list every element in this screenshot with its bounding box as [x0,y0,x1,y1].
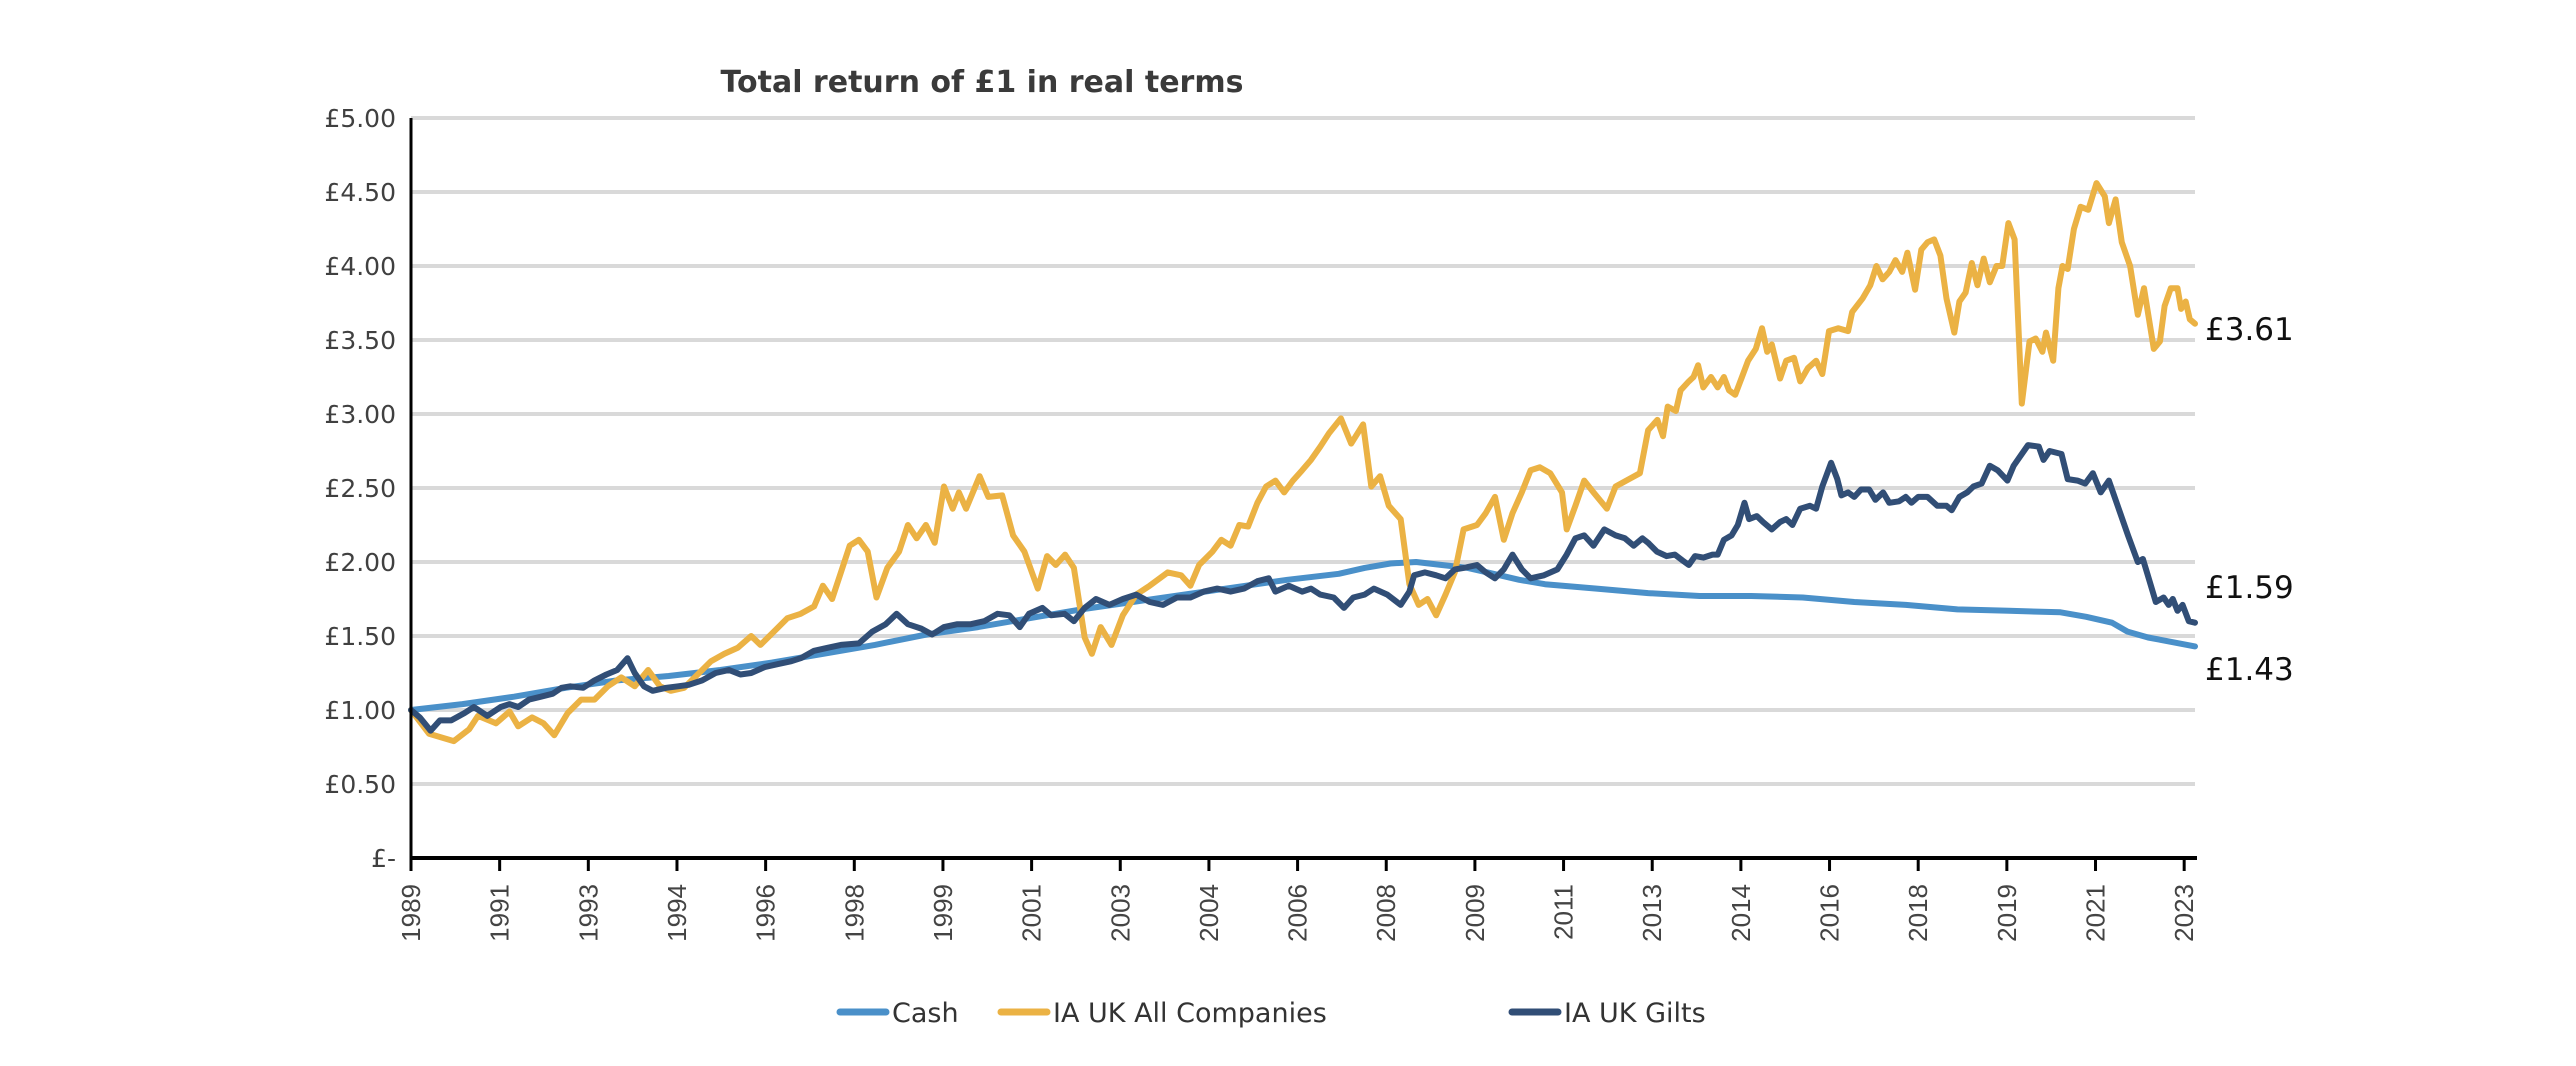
x-tick-label: 2009 [1460,884,1490,942]
end-label-ia-uk-all-companies: £3.61 [2205,312,2294,348]
y-tick-label: £1.50 [324,622,396,651]
chart-title: Total return of £1 in real terms [721,65,1244,100]
x-tick-label: 2006 [1283,884,1313,942]
axes [409,118,2197,871]
x-tick-label: 2019 [1992,884,2022,942]
y-tick-label: £5.00 [324,104,396,133]
series-lines [408,180,2198,745]
y-tick-label: £- [371,844,396,873]
x-tick-label: 2004 [1194,884,1224,942]
legend-label: Cash [892,998,959,1029]
x-tick-label: 2008 [1371,884,1401,942]
y-tick-label: £1.00 [324,696,396,725]
x-tick-label: 1989 [396,884,426,942]
end-label-ia-uk-gilts: £1.59 [2205,570,2294,606]
x-tick-label: 1999 [928,884,958,942]
gridlines [411,116,2195,786]
x-tick-label: 2018 [1903,884,1933,942]
y-tick-label: £3.50 [324,326,396,355]
legend: Cash IA UK All Companies IA UK Gilts [836,998,1706,1029]
x-tick-label: 1996 [751,884,781,942]
x-tick-label: 2014 [1726,884,1756,942]
legend-label: IA UK Gilts [1564,998,1706,1029]
end-label-cash: £1.43 [2205,652,2294,688]
y-tick-label: £0.50 [324,770,396,799]
series-line-ia-uk-gilts [408,442,2198,734]
y-axis-labels: £- £0.50 £1.00 £1.50 £2.00 £2.50 £3.00 £3.50 £4.… [324,104,396,873]
x-tick-label: 2001 [1017,884,1047,942]
x-tick-label: 1998 [839,884,869,942]
series-line-ia-uk-all-companies [408,180,2198,745]
x-tick-label: 2013 [1637,884,1667,942]
x-tick-label: 2021 [2081,884,2111,942]
x-tick-label: 1991 [485,884,515,942]
x-tick-label: 1993 [573,884,603,942]
legend-label: IA UK All Companies [1053,998,1327,1029]
x-tick-label: 2011 [1549,884,1579,940]
x-tick-label: 2016 [1815,884,1845,942]
x-tick-label: 1994 [662,884,692,942]
y-tick-label: £2.00 [324,548,396,577]
x-tick-label: 2023 [2169,884,2199,942]
x-tick-label: 2003 [1105,884,1135,942]
y-tick-label: £4.50 [324,178,396,207]
y-tick-label: £4.00 [324,252,396,281]
x-axis-labels: 1989 1991 1993 1994 1996 1998 1999 2001 2003 2004… [396,884,2199,942]
end-value-labels: £1.43 £3.61 £1.59 [2205,312,2294,688]
y-tick-label: £2.50 [324,474,396,503]
y-tick-label: £3.00 [324,400,396,429]
